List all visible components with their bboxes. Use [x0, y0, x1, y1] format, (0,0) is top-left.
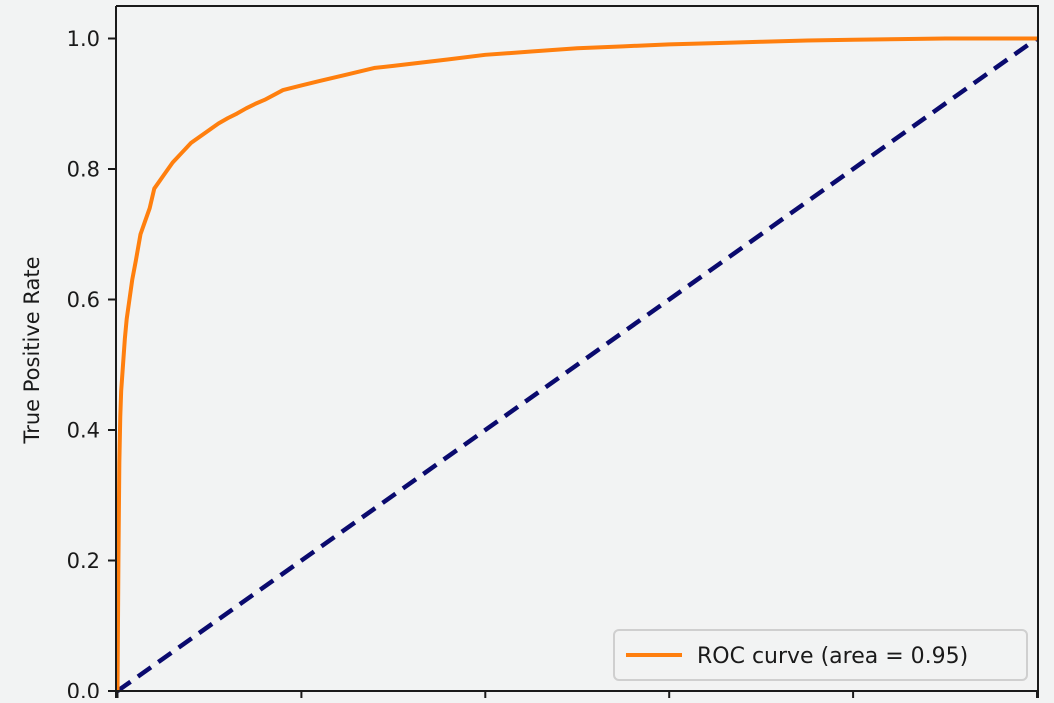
legend-box: [613, 629, 1028, 681]
y-axis-label: True Positive Rate: [20, 256, 44, 444]
diagonal-reference-line: [116, 36, 1039, 693]
y-tick-label: 0.4: [67, 419, 100, 443]
legend: ROC curve (area = 0.95): [613, 629, 1028, 681]
y-tick-label: 0.6: [67, 288, 100, 312]
y-tick-label: 1.0: [67, 27, 100, 51]
legend-label: ROC curve (area = 0.95): [697, 644, 968, 669]
y-tick-label: 0.8: [67, 158, 100, 182]
y-tick-label: 0.0: [67, 680, 100, 699]
y-tick-label: 0.2: [67, 549, 100, 573]
series-group: [116, 36, 1039, 693]
plot-area: [116, 6, 1038, 703]
axes: 0.0 0.2 0.4 0.6 0.8 1.0 True Positive Rate: [20, 5, 1039, 703]
plot-background: [116, 6, 1038, 703]
roc-curve-line: [116, 36, 1037, 692]
